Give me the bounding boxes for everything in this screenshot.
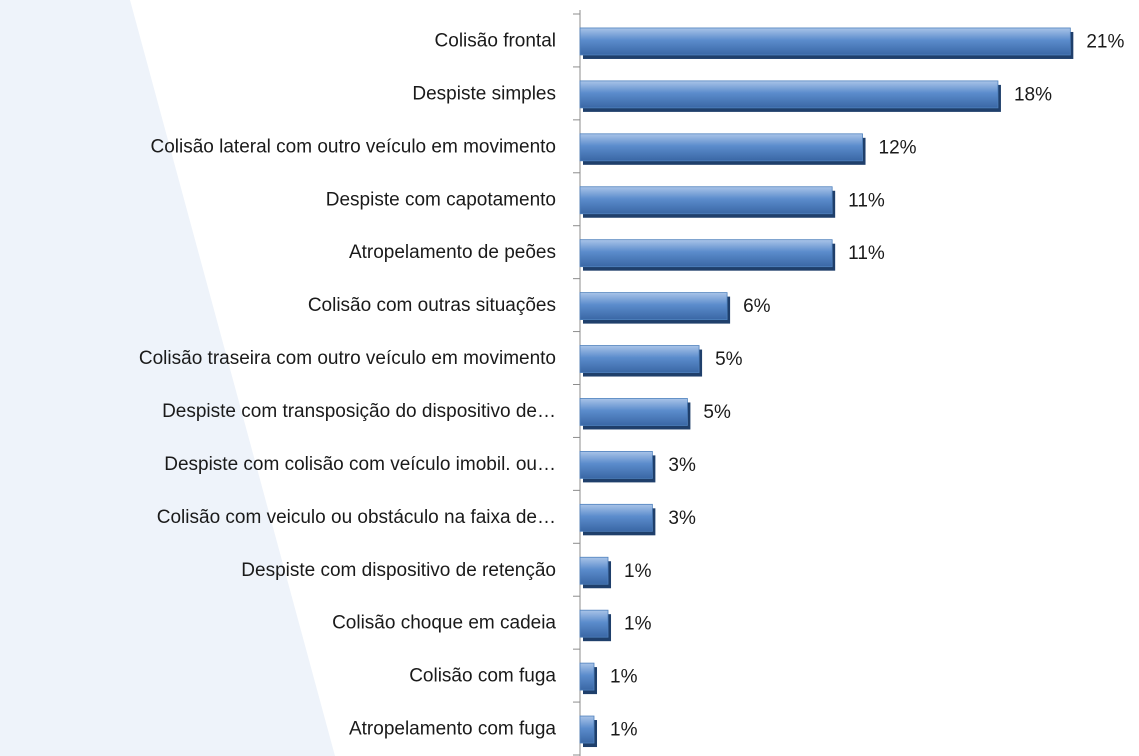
bar	[579, 292, 728, 321]
bar	[579, 80, 999, 109]
bar	[579, 133, 863, 162]
value-label: 6%	[743, 296, 771, 317]
category-label: Despiste com capotamento	[326, 189, 556, 210]
category-label: Colisão com veiculo ou obstáculo na faix…	[157, 507, 556, 528]
background-shape	[0, 0, 335, 756]
bar	[579, 186, 833, 215]
value-label: 21%	[1086, 31, 1124, 52]
category-label: Despiste com dispositivo de retenção	[241, 560, 556, 581]
bar	[579, 556, 609, 585]
category-label: Colisão lateral com outro veículo em mov…	[150, 136, 556, 157]
category-label: Atropelamento com fuga	[349, 719, 556, 740]
value-label: 12%	[879, 137, 917, 158]
value-label: 11%	[848, 243, 885, 264]
bar	[579, 27, 1071, 56]
plot-area: Colisão frontal 21% Despiste simples 18% Col…	[139, 10, 1124, 756]
bar	[579, 609, 609, 638]
value-label: 1%	[624, 561, 652, 582]
category-label: Atropelamento de peões	[349, 242, 556, 263]
bar	[579, 398, 688, 426]
value-label: 18%	[1014, 84, 1052, 105]
category-label: Colisão frontal	[435, 30, 556, 51]
category-label: Colisão choque em cadeia	[332, 613, 556, 634]
category-label: Colisão com outras situações	[308, 295, 556, 316]
value-label: 1%	[610, 667, 638, 688]
value-label: 5%	[703, 402, 731, 423]
bar	[579, 715, 595, 744]
category-label: Colisão traseira com outro veículo em mo…	[139, 348, 556, 369]
value-label: 1%	[624, 614, 652, 635]
category-label: Despiste simples	[412, 83, 556, 104]
value-label: 5%	[715, 349, 743, 370]
category-label: Despiste com colisão com veículo imobil.…	[164, 454, 556, 475]
category-label: Despiste com transposição do dispositivo…	[162, 401, 556, 422]
value-label: 11%	[848, 190, 885, 211]
bar	[579, 345, 700, 373]
value-label: 1%	[610, 720, 638, 741]
value-label: 3%	[668, 508, 696, 529]
bar	[579, 662, 595, 691]
category-label: Colisão com fuga	[409, 666, 556, 687]
bar	[579, 503, 653, 532]
bar	[579, 239, 833, 268]
value-label: 3%	[668, 455, 696, 476]
bar	[579, 450, 653, 479]
